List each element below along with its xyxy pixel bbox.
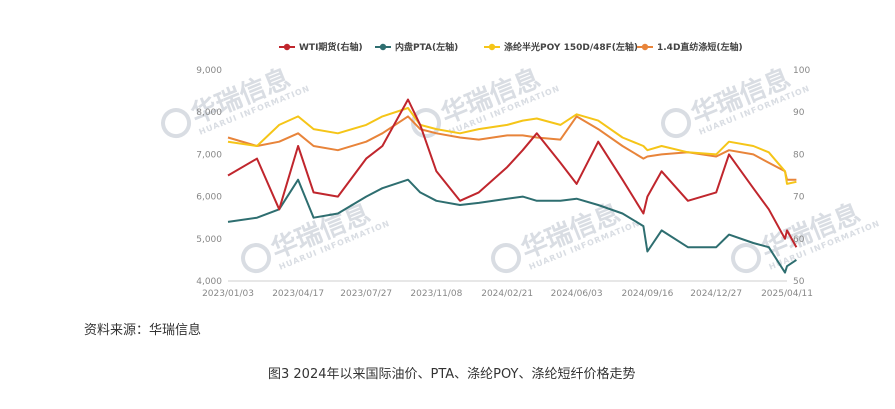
y-right-tick-label: 60 <box>793 235 805 245</box>
legend-marker <box>641 43 649 51</box>
y-left-tick-label: 6,000 <box>196 193 222 203</box>
x-tick-label: 2024/12/27 <box>690 289 742 299</box>
legend-label: 涤纶半光POY 150D/48F(左轴) <box>504 41 638 53</box>
x-tick-label: 2023/01/03 <box>202 289 254 299</box>
x-tick-label: 2023/11/08 <box>410 289 462 299</box>
series-line <box>227 115 797 181</box>
legend-marker <box>283 43 291 51</box>
legend-label: 内盘PTA(左轴) <box>395 41 458 53</box>
y-left-tick-label: 8,000 <box>196 108 222 118</box>
series-line <box>227 178 797 274</box>
x-tick-label: 2023/04/17 <box>272 289 324 299</box>
legend-label: WTI期货(右轴) <box>299 41 363 53</box>
watermark-logo-icon <box>241 243 272 274</box>
x-tick-label: 2024/02/21 <box>481 289 533 299</box>
y-right-tick-label: 70 <box>793 193 805 203</box>
watermark-logo-icon <box>411 108 442 139</box>
y-right-tick-label: 80 <box>793 150 805 160</box>
series-line <box>227 98 798 248</box>
legend-marker <box>379 43 387 51</box>
y-right-tick-label: 50 <box>793 277 805 287</box>
watermark-logo-icon <box>491 243 522 274</box>
chart-series <box>227 98 798 274</box>
y-left-tick-label: 5,000 <box>196 235 222 245</box>
y-left-tick-label: 9,000 <box>196 66 222 76</box>
legend-marker <box>488 43 496 51</box>
chart-legend: WTI期货(右轴) 内盘PTA(左轴) 涤纶半光POY 150D/48F(左轴) 1.… <box>279 41 743 53</box>
watermark-logo-icon <box>661 108 692 139</box>
figure-caption: 图3 2024年以来国际油价、PTA、涤纶POY、涤纶短纤价格走势 <box>268 367 636 382</box>
source-note: 资料来源：华瑞信息 <box>84 323 202 338</box>
x-tick-label: 2024/06/03 <box>551 289 603 299</box>
series-line <box>227 107 797 185</box>
x-tick-label: 2023/07/27 <box>340 289 392 299</box>
watermark-logo-icon <box>161 108 192 139</box>
y-right-tick-label: 100 <box>793 66 810 76</box>
chart-axes: 4,000 5,000 6,000 7,000 8,000 9,000 50 60 70 80 90… <box>196 66 813 299</box>
x-tick-label: 2024/09/16 <box>621 289 673 299</box>
x-tick-label: 2025/04/11 <box>761 289 813 299</box>
legend-label: 1.4D直纺涤短(左轴) <box>657 41 743 53</box>
y-left-tick-label: 4,000 <box>196 277 222 287</box>
watermark-logo-icon <box>731 243 762 274</box>
y-left-tick-label: 7,000 <box>196 150 222 160</box>
y-right-tick-label: 90 <box>793 108 805 118</box>
